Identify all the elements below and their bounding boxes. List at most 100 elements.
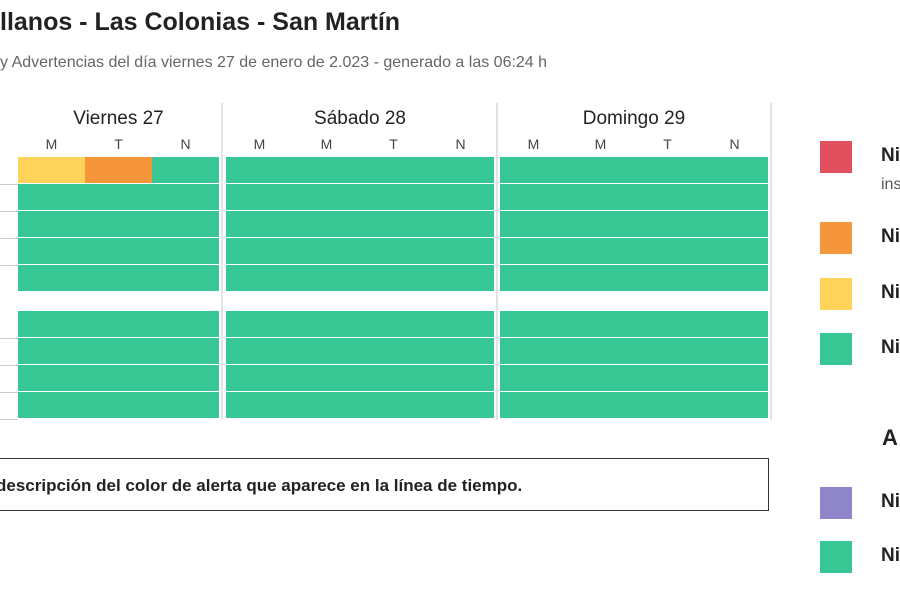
alert-cell	[18, 338, 85, 364]
alert-cell	[427, 157, 494, 183]
alert-cell	[293, 311, 360, 337]
alert-cell	[85, 311, 152, 337]
alert-cell	[567, 392, 634, 418]
legend-heading: A	[882, 425, 898, 450]
title: llanos - Las Colonias - San Martín	[0, 8, 401, 36]
alert-cell	[427, 365, 494, 391]
legend-label: Ni	[881, 491, 900, 512]
row-separator	[0, 210, 18, 212]
alert-cell	[567, 184, 634, 210]
row-separator	[0, 237, 18, 239]
day-separator	[770, 103, 772, 420]
period-label: N	[455, 136, 466, 152]
alert-cell	[152, 184, 219, 210]
alert-cell	[701, 184, 768, 210]
alert-cell	[701, 265, 768, 291]
legend-label: Ni	[881, 545, 900, 566]
alert-cell	[427, 392, 494, 418]
subtitle: y Advertencias del día viernes 27 de ene…	[0, 54, 548, 71]
row-separator	[0, 183, 18, 185]
row-separator	[0, 364, 18, 366]
legend-swatch	[820, 278, 852, 310]
row-separator	[0, 418, 18, 420]
alert-cell	[500, 392, 567, 418]
alert-cell	[85, 338, 152, 364]
alert-cell	[701, 211, 768, 237]
alert-cell	[427, 311, 494, 337]
day-label: Viernes 27	[73, 108, 164, 129]
alert-cell	[226, 338, 293, 364]
alert-cell	[293, 265, 360, 291]
note-box: descripción del color de alerta que apar…	[0, 458, 769, 511]
legend-label: Ni	[881, 145, 900, 166]
alert-cell	[567, 265, 634, 291]
alert-cell	[567, 365, 634, 391]
alert-cell	[152, 392, 219, 418]
alert-cell	[18, 157, 85, 183]
alert-cell	[18, 365, 85, 391]
legend-swatch	[820, 487, 852, 519]
alert-cell	[293, 392, 360, 418]
alert-cell	[567, 157, 634, 183]
period-label: M	[320, 136, 333, 152]
alert-cell	[500, 238, 567, 264]
alert-cell	[152, 311, 219, 337]
alert-cell	[567, 238, 634, 264]
alert-cell	[360, 265, 427, 291]
alert-cell	[293, 338, 360, 364]
period-label: N	[729, 136, 740, 152]
alert-cell	[500, 365, 567, 391]
alert-cell	[85, 365, 152, 391]
legend-label: Ni	[881, 226, 900, 247]
alert-cell	[18, 184, 85, 210]
alert-cell	[634, 265, 701, 291]
period-label: T	[663, 136, 672, 152]
alert-cell	[226, 392, 293, 418]
period-label: M	[45, 136, 58, 152]
alert-cell	[293, 184, 360, 210]
alert-cell	[360, 157, 427, 183]
alert-cell	[85, 157, 152, 183]
alert-cell	[85, 238, 152, 264]
period-label: M	[527, 136, 540, 152]
alert-cell	[427, 238, 494, 264]
alert-cell	[634, 338, 701, 364]
alert-cell	[293, 157, 360, 183]
legend-swatch	[820, 141, 852, 173]
alert-cell	[634, 392, 701, 418]
day-label: Sábado 28	[314, 108, 406, 129]
alert-cell	[500, 265, 567, 291]
alert-cell	[427, 184, 494, 210]
day-label: Domingo 29	[582, 108, 686, 129]
alert-cell	[567, 211, 634, 237]
period-label: M	[594, 136, 607, 152]
alert-cell	[85, 265, 152, 291]
alert-cell	[226, 157, 293, 183]
alert-cell	[85, 184, 152, 210]
alert-cell	[427, 265, 494, 291]
alert-cell	[293, 211, 360, 237]
alert-cell	[634, 311, 701, 337]
alert-cell	[293, 365, 360, 391]
alert-cell	[360, 184, 427, 210]
alert-cell	[293, 238, 360, 264]
alert-cell	[634, 184, 701, 210]
alert-cell	[701, 238, 768, 264]
period-label: T	[114, 136, 123, 152]
alert-cell	[152, 238, 219, 264]
period-label: T	[389, 136, 398, 152]
legend-swatch	[820, 541, 852, 573]
legend-label: Ni	[881, 337, 900, 358]
row-separator	[0, 337, 18, 339]
alert-cell	[427, 338, 494, 364]
alert-cell	[360, 365, 427, 391]
alert-cell	[634, 238, 701, 264]
alert-cell	[85, 392, 152, 418]
alert-cell	[152, 157, 219, 183]
period-label: M	[253, 136, 266, 152]
alert-cell	[500, 211, 567, 237]
alert-cell	[18, 238, 85, 264]
alert-cell	[18, 392, 85, 418]
alert-cell	[226, 211, 293, 237]
